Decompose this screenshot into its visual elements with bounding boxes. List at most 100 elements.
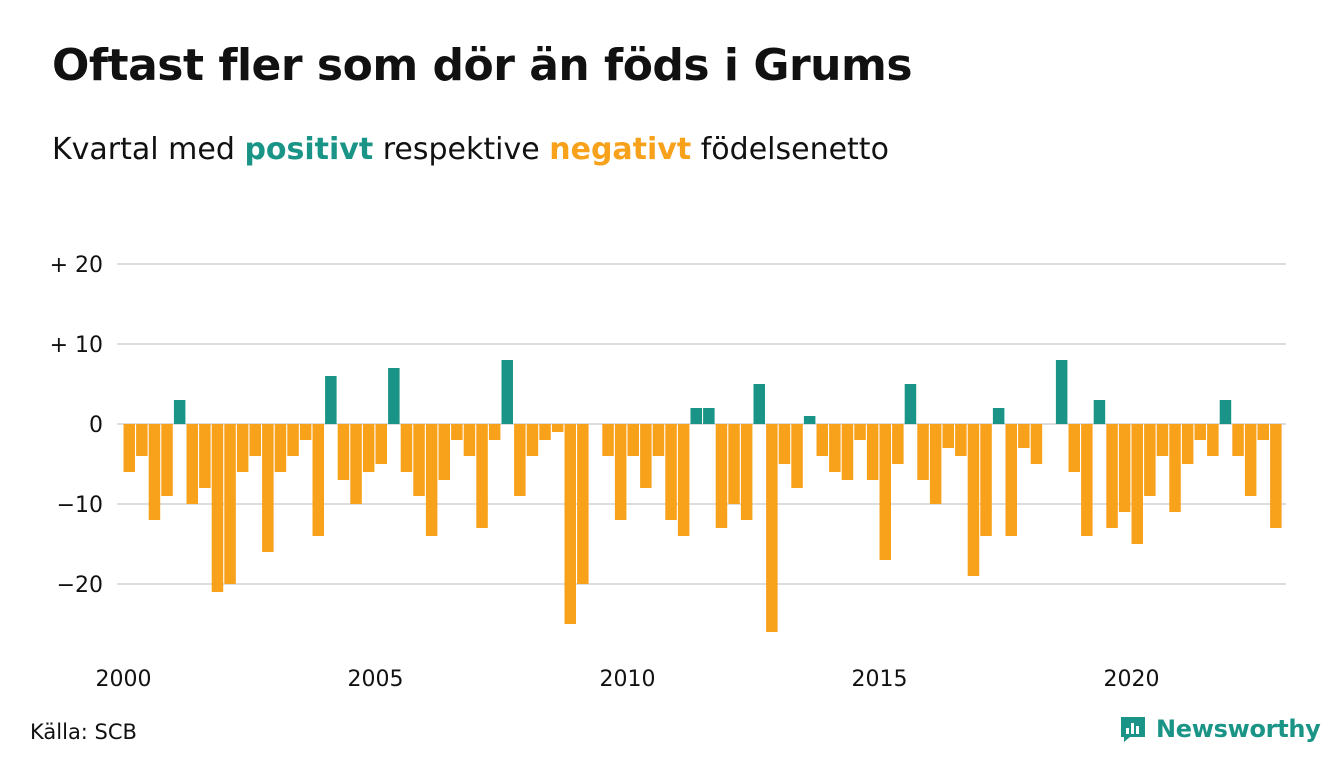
y-tick-label: −10 (57, 493, 103, 518)
bar-negative (551, 424, 564, 432)
bar-negative (791, 424, 803, 488)
bar-negative (980, 424, 992, 536)
bar-negative (274, 424, 287, 472)
bar-negative (161, 424, 173, 496)
bar-negative (1244, 424, 1257, 496)
bar-negative (312, 424, 324, 536)
bar-negative (1194, 424, 1206, 440)
bar-negative (866, 424, 879, 480)
x-tick-label: 2010 (600, 667, 656, 692)
bar-negative (829, 424, 841, 472)
bar-negative (728, 424, 740, 504)
bar-negative (463, 424, 476, 456)
bar-negative (816, 424, 828, 456)
bar-negative (224, 424, 236, 584)
bar-negative (1144, 424, 1156, 496)
bar-negative (942, 424, 954, 448)
bar-negative (627, 424, 639, 456)
bar-negative (425, 424, 438, 536)
bar-negative (249, 424, 261, 456)
source-note: Källa: SCB (30, 720, 137, 744)
bar-negative (413, 424, 425, 496)
bar-negative (740, 424, 753, 520)
bar-negative (451, 424, 463, 440)
bar-negative (337, 424, 350, 480)
bar-positive (803, 416, 816, 424)
bar-negative (564, 424, 576, 624)
chart-subtitle: Kvartal med positivt respektive negativt… (52, 132, 889, 167)
bar-negative (1232, 424, 1244, 456)
bar-negative (488, 424, 501, 440)
bar-negative (199, 424, 211, 488)
bar-negative (514, 424, 526, 496)
bar-negative (526, 424, 539, 456)
x-tick-label: 2020 (1104, 667, 1160, 692)
subtitle-prefix: Kvartal med (52, 132, 235, 167)
bar-negative (640, 424, 652, 488)
bar-negative (1118, 424, 1131, 512)
bar-negative (1181, 424, 1194, 464)
bar-negative (136, 424, 148, 456)
bar-negative (929, 424, 942, 504)
bar-positive (501, 360, 513, 424)
bar-negative (1030, 424, 1043, 464)
bar-negative (854, 424, 866, 440)
bar-negative (766, 424, 778, 632)
subtitle-suffix: födelsenetto (700, 132, 889, 167)
bar-negative (677, 424, 690, 536)
bar-positive (904, 384, 917, 424)
bar-positive (1219, 400, 1232, 424)
bar-negative (841, 424, 854, 480)
subtitle-positive-word: positivt (244, 132, 374, 167)
y-tick-label: −20 (57, 573, 103, 598)
bar-negative (577, 424, 589, 584)
brand[interactable]: Newsworthy (1118, 714, 1321, 744)
bar-positive (1055, 360, 1068, 424)
bar-negative (287, 424, 299, 456)
bar-negative (362, 424, 375, 472)
bar-negative (350, 424, 362, 504)
bar-negative (917, 424, 929, 480)
bar-negative (539, 424, 551, 440)
y-tick-label: + 10 (50, 333, 103, 358)
bar-positive (703, 408, 715, 424)
bar-negative (123, 424, 135, 472)
bar-negative (1068, 424, 1080, 472)
bar-negative (602, 424, 614, 456)
bar-positive (753, 384, 765, 424)
bar-negative (1270, 424, 1282, 528)
bar-negative (1005, 424, 1017, 536)
bar-positive (388, 368, 400, 424)
x-tick-label: 2015 (852, 667, 908, 692)
bar-negative (652, 424, 665, 456)
bar-positive (325, 376, 337, 424)
bar-negative (375, 424, 387, 464)
bar-negative (614, 424, 627, 520)
newsworthy-logo-icon (1121, 717, 1145, 742)
bar-negative (1207, 424, 1219, 456)
bar-negative (262, 424, 274, 552)
bar-negative (1131, 424, 1143, 544)
bar-negative (476, 424, 488, 528)
bar-negative (879, 424, 891, 560)
bar-negative (211, 424, 224, 592)
bar-negative (665, 424, 677, 520)
bar-positive (1093, 400, 1106, 424)
bar-negative (400, 424, 413, 472)
bar-negative (186, 424, 198, 504)
bar-positive (690, 408, 702, 424)
bar-negative (438, 424, 450, 480)
bar-negative (299, 424, 312, 440)
bar-negative (1169, 424, 1181, 512)
bar-negative (892, 424, 904, 464)
bar-negative (778, 424, 791, 464)
bar-positive (173, 400, 186, 424)
bar-negative (715, 424, 728, 528)
bar-negative (1081, 424, 1093, 536)
x-tick-label: 2000 (96, 667, 152, 692)
bar-negative (1106, 424, 1118, 528)
bar-negative (1018, 424, 1030, 448)
bar-negative (955, 424, 967, 456)
chart-title: Oftast fler som dör än föds i Grums (52, 40, 913, 91)
bar-negative (236, 424, 249, 472)
